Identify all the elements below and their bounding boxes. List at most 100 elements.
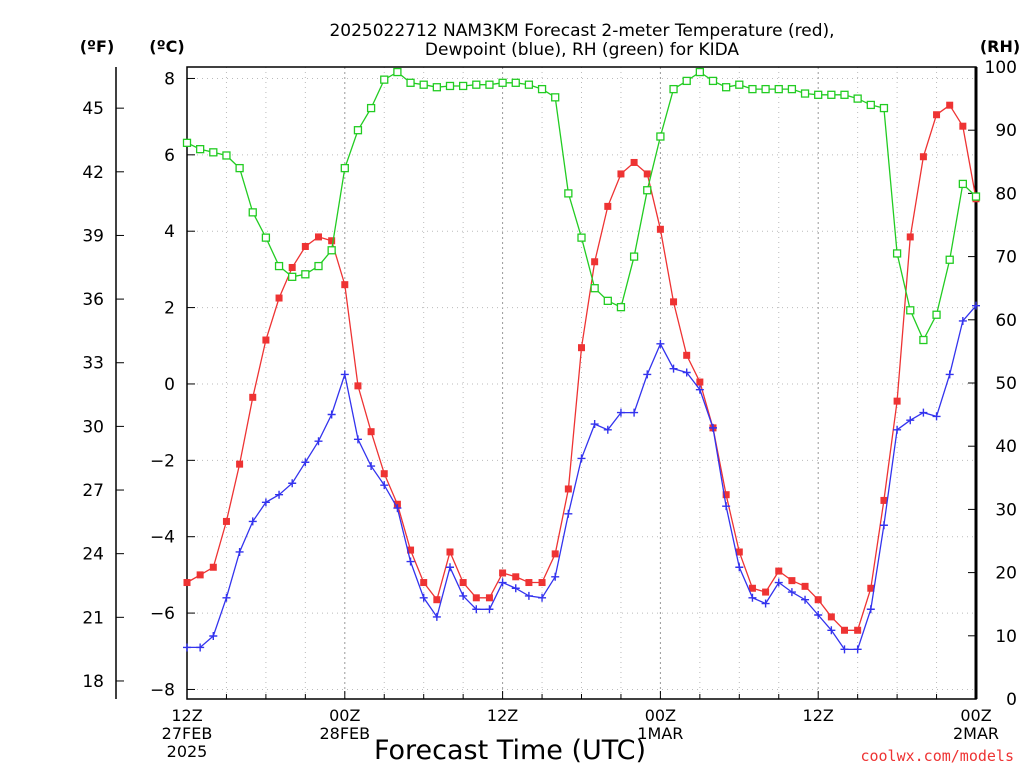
fahrenheit-tick-label: 30 (82, 417, 104, 437)
rh-tick-label: 20 (995, 564, 1017, 584)
temperature-point (880, 496, 888, 504)
dewpoint-point (853, 645, 862, 654)
fahrenheit-tick-label: 21 (82, 608, 104, 628)
x-tick-date-label: 2MAR (953, 724, 999, 743)
dewpoint-point (972, 301, 980, 310)
temperature-point (564, 485, 572, 493)
rh-point (380, 75, 389, 84)
rh-point (445, 81, 455, 91)
series-layer (182, 67, 981, 654)
temperature-point (354, 382, 362, 390)
temperature-point (762, 588, 770, 596)
x-tick-date-label: 28FEB (319, 724, 370, 743)
dewpoint-point (498, 578, 507, 587)
dewpoint-point (919, 408, 928, 417)
dewpoint-point (235, 547, 244, 556)
rh-point (800, 89, 810, 98)
dewpoint-point (538, 593, 547, 602)
dewpoint-point (840, 645, 849, 654)
dewpoint-point (485, 605, 494, 614)
dewpoint-point (380, 481, 389, 490)
tick-labels: 18212427303336394245−8−6−4−2024680102030… (82, 58, 1017, 761)
celsius-axis-label: (ºC) (149, 37, 184, 56)
rh-point (971, 192, 981, 201)
celsius-tick-label: 0 (164, 375, 175, 395)
dewpoint-point (196, 643, 205, 652)
rh-point (879, 103, 889, 113)
temperature-point (630, 158, 638, 166)
rh-point (945, 255, 954, 264)
dewpoint-point (748, 593, 757, 602)
temperature-point (656, 225, 664, 233)
x-tick-label: 00Z (645, 706, 676, 725)
rh-series (182, 67, 981, 345)
rh-point (222, 151, 231, 160)
dewpoint-point (472, 605, 481, 614)
rh-point (366, 103, 376, 113)
dewpoint-point (288, 479, 297, 488)
temperature-series (183, 101, 980, 634)
temperature-point (959, 122, 967, 130)
dewpoint-point (879, 521, 888, 530)
temperature-point (604, 202, 612, 210)
fahrenheit-tick-label: 18 (82, 672, 104, 692)
rh-tick-label: 40 (995, 437, 1017, 457)
rh-point (722, 83, 731, 92)
dewpoint-point (814, 610, 823, 619)
rh-tick-label: 10 (995, 627, 1017, 647)
dewpoint-point (459, 591, 468, 600)
rh-point (866, 100, 875, 110)
chart-title-line1: 2025022712 NAM3KM Forecast 2-meter Tempe… (329, 21, 834, 41)
temperature-point (367, 428, 375, 436)
dewpoint-point (866, 605, 875, 614)
dewpoint-point (630, 408, 639, 417)
temperature-point (933, 111, 941, 119)
dewpoint-point (590, 420, 599, 429)
celsius-tick-label: 4 (164, 222, 175, 242)
dewpoint-point (222, 593, 231, 602)
celsius-tick-label: 6 (164, 146, 175, 166)
rh-point (629, 252, 639, 261)
rh-point (695, 67, 704, 77)
dewpoint-series (183, 301, 980, 654)
rh-point (327, 246, 336, 255)
rh-point (511, 78, 520, 87)
dewpoint-point (682, 368, 691, 377)
temperature-point (775, 567, 783, 575)
celsius-tick-label: 8 (164, 69, 175, 89)
temperature-point (315, 233, 322, 241)
fahrenheit-tick-label: 27 (82, 481, 104, 501)
dewpoint-point (419, 593, 428, 602)
dewpoint-point (393, 504, 402, 513)
rh-point (537, 84, 547, 94)
temperature-point (525, 579, 533, 587)
dewpoint-point (827, 626, 836, 635)
temperature-point (919, 153, 927, 161)
x-tick-date-label: 1MAR (637, 724, 683, 743)
x-tick-label: 12Z (171, 706, 202, 725)
fahrenheit-tick-label: 42 (82, 163, 104, 183)
dewpoint-point (577, 454, 586, 463)
dewpoint-point (511, 584, 520, 593)
rh-point (958, 179, 967, 189)
temperature-point (867, 584, 875, 592)
credit-link[interactable]: coolwx.com/models (860, 747, 1014, 765)
fahrenheit-tick-label: 33 (82, 354, 104, 374)
temperature-point (617, 170, 625, 178)
rh-point (787, 84, 797, 94)
temperature-point (485, 594, 493, 602)
temperature-point (696, 378, 704, 386)
rh-point (840, 90, 849, 99)
dewpoint-point (787, 588, 796, 597)
x-axis-title: Forecast Time (UTC) (374, 735, 646, 766)
temperature-point (341, 281, 349, 289)
x-tick-date-label: 27FEB (162, 724, 213, 743)
rh-point (301, 270, 310, 279)
fahrenheit-axis-label: (ºF) (80, 37, 115, 56)
rh-point (616, 303, 626, 312)
dewpoint-point (722, 502, 731, 511)
dewpoint-point (275, 490, 284, 499)
temperature-point (841, 626, 848, 634)
temperature-point (183, 579, 191, 587)
dewpoint-point (958, 316, 967, 325)
